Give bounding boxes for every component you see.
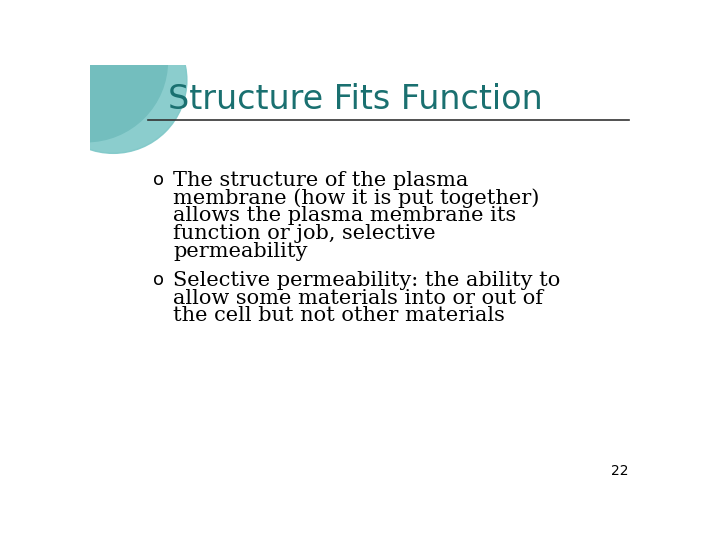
Circle shape (5, 0, 168, 142)
Text: membrane (how it is put together): membrane (how it is put together) (173, 188, 539, 208)
Text: Structure Fits Function: Structure Fits Function (168, 83, 542, 116)
Text: function or job, selective: function or job, selective (173, 224, 436, 243)
Text: The structure of the plasma: The structure of the plasma (173, 171, 468, 190)
Text: the cell but not other materials: the cell but not other materials (173, 306, 505, 325)
Text: o: o (153, 171, 163, 190)
Text: permeability: permeability (173, 241, 307, 261)
Text: allows the plasma membrane its: allows the plasma membrane its (173, 206, 516, 225)
Text: o: o (153, 272, 163, 289)
Text: 22: 22 (611, 464, 629, 478)
Text: Selective permeability: the ability to: Selective permeability: the ability to (173, 271, 560, 290)
Text: allow some materials into or out of: allow some materials into or out of (173, 288, 543, 308)
Circle shape (40, 7, 187, 153)
